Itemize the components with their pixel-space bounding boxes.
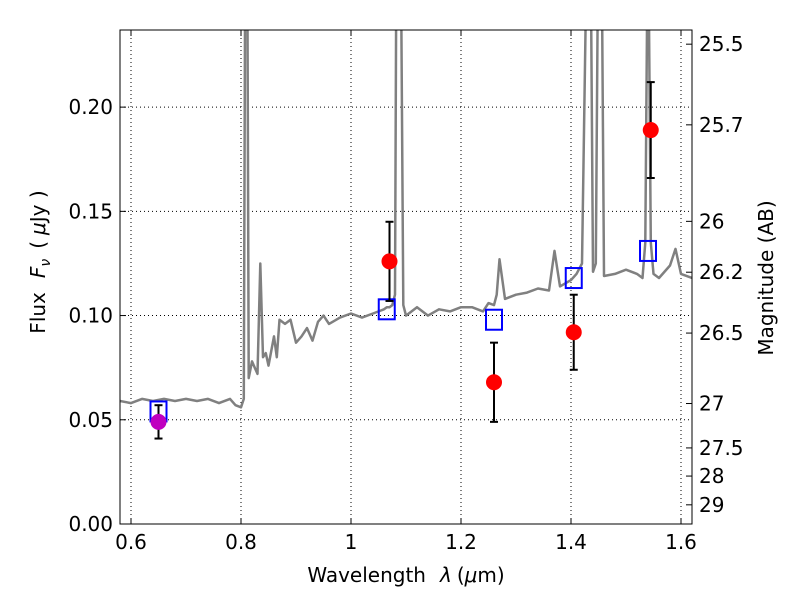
y-axis-label: Flux Fν ( μJy ) [26,190,54,333]
x-axis-unit-rest: m) [477,563,504,587]
y-axis-symbol: F [26,266,50,278]
y2-tick-label: 28 [699,464,724,488]
y-axis-unit-mu: μ [26,222,50,236]
y2-tick-label: 29 [699,493,724,517]
observed-photometry-point [486,374,502,391]
plot-frame [119,29,693,525]
model-photometry-marker [485,308,503,331]
y-tick-label: 0.10 [68,304,113,328]
y2-tick-label: 26.5 [699,321,744,345]
model-photometry-marker [564,267,583,290]
model-photometry-marker [377,298,396,321]
x-tick-label: 1.6 [665,530,697,554]
observed-photometry-point [381,253,398,270]
x-tick-label: 1.2 [445,530,477,554]
observed-photometry-point [150,413,167,430]
y-tick-label: 0.20 [68,95,113,119]
x-axis-unit-mu: μ [464,563,478,587]
grid-lines [120,30,692,524]
x-tick-label: 1 [345,530,358,554]
y2-tick-label: 27.5 [699,436,744,460]
y-tick-label: 0.15 [68,199,113,223]
x-axis-label-text: Wavelength [307,563,426,587]
y-axis-label-text: Flux [26,292,50,334]
y2-tick-label: 26.2 [699,260,744,284]
model-spectrum-line [120,30,692,409]
x-axis-label: Wavelength λ (μm) [307,563,504,587]
x-tick-label: 1.4 [555,530,587,554]
photometry-layer [149,81,659,440]
x-tick-label: 0.8 [225,530,257,554]
y2-axis-label: Magnitude (AB) [754,200,778,355]
y2-tick-label: 26 [699,209,724,233]
y-axis-symbol-sub: ν [38,259,54,267]
y2-tick-label: 25.5 [699,32,744,56]
observed-photometry-point [565,324,582,341]
spectrum-layer [120,30,692,409]
y2-tick-label: 25.7 [699,113,744,137]
observed-photometry-point [642,122,659,139]
x-axis-unit-open: ( [457,563,465,587]
y-tick-label: 0.00 [68,512,113,536]
y-tick-label: 0.05 [68,408,113,432]
y-axis-unit-open: ( [26,241,50,249]
x-tick-label: 0.6 [115,530,147,554]
x-axis-symbol: λ [439,563,452,587]
y2-tick-label: 27 [699,392,724,416]
axis-ticks: 0.6 0.8 1 1.2 1.4 1.6 0.00 0.05 0.10 0.15 0.20 25.5… [68,30,744,554]
model-photometry-marker [639,239,657,262]
y-axis-unit-rest: Jy ) [26,190,50,224]
